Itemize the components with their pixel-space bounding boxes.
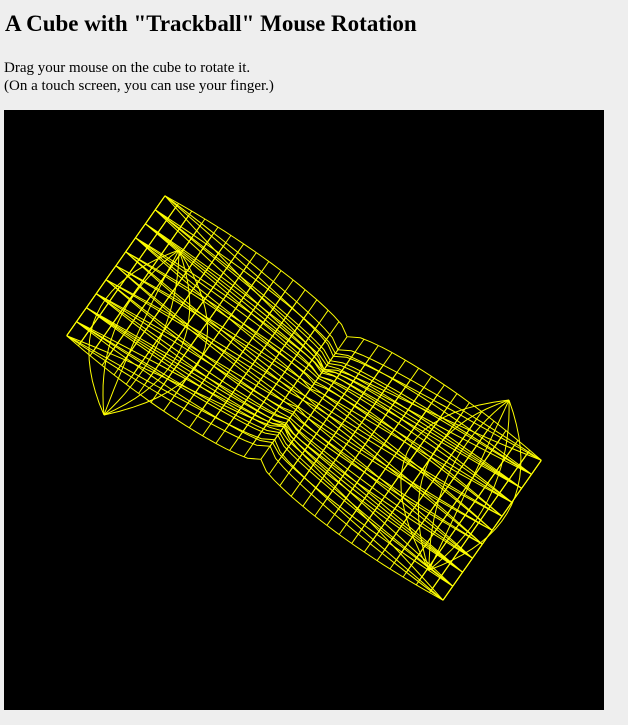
- mesh-line: [428, 399, 510, 571]
- mesh-line: [210, 307, 293, 424]
- instructions-line-2: (On a touch screen, you can use your fin…: [4, 78, 274, 94]
- mesh-line: [288, 364, 366, 474]
- mesh-line: [224, 318, 305, 432]
- mesh-line: [405, 437, 502, 573]
- mesh-line: [430, 452, 529, 592]
- mesh-line: [104, 225, 201, 361]
- mesh-line: [66, 195, 166, 336]
- cube-wireframe-mesh[interactable]: [4, 110, 604, 710]
- mesh-line: [357, 407, 448, 535]
- mesh-line: [117, 235, 213, 370]
- mesh-line: [157, 266, 247, 394]
- mesh-line: [88, 249, 180, 416]
- mesh-line: [418, 444, 515, 582]
- trackball-canvas[interactable]: [4, 110, 604, 710]
- mesh-line: [400, 399, 510, 571]
- mesh-line: [345, 400, 435, 525]
- mesh-line: [91, 215, 189, 353]
- mesh-line: [103, 249, 180, 416]
- mesh-line: [334, 392, 421, 515]
- mesh-line: [103, 249, 180, 416]
- mesh-line: [277, 358, 351, 462]
- mesh-line: [299, 371, 380, 484]
- mesh-line: [442, 460, 542, 601]
- mesh-line: [197, 297, 282, 417]
- mesh-line: [428, 399, 510, 571]
- mesh-line: [183, 286, 270, 409]
- mesh-line: [369, 414, 462, 544]
- page-title: A Cube with "Trackball" Mouse Rotation: [5, 11, 417, 36]
- mesh-line: [238, 329, 316, 438]
- mesh-line: [322, 385, 407, 505]
- mesh-line: [310, 378, 394, 495]
- mesh-line: [143, 256, 236, 386]
- instructions-line-1: Drag your mouse on the cube to rotate it…: [4, 60, 251, 76]
- mesh-line: [417, 399, 510, 571]
- mesh-line: [269, 356, 334, 447]
- mesh-line: [428, 399, 510, 571]
- mesh-line: [428, 399, 522, 571]
- mesh-lines: [66, 195, 542, 601]
- mesh-line: [103, 249, 191, 416]
- instructions: Drag your mouse on the cube to rotate it…: [4, 59, 274, 95]
- mesh-line: [103, 249, 209, 416]
- mesh-line: [381, 422, 475, 554]
- mesh-line: [252, 340, 326, 445]
- mesh-line: [102, 249, 180, 416]
- mesh-line: [79, 205, 178, 345]
- mesh-line: [393, 429, 488, 564]
- mesh-line: [130, 246, 224, 378]
